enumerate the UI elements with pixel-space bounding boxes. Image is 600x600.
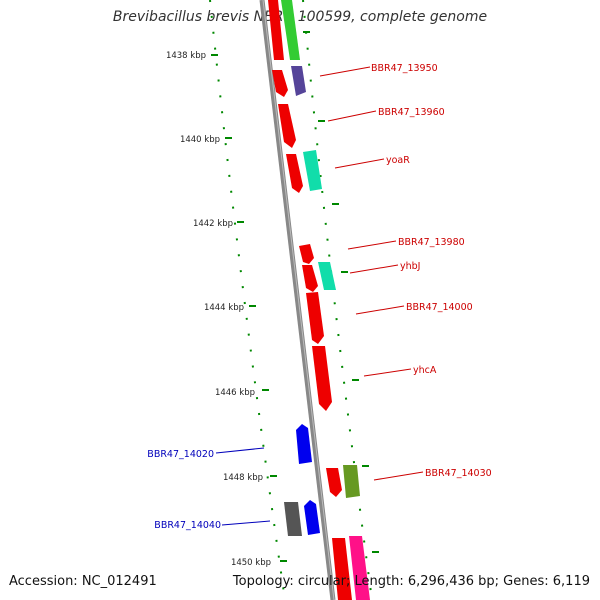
genome-summary: Topology: circular; Length: 6,296,436 bp…: [232, 574, 590, 589]
map-title: Brevibacillus brevis NBRC 100599, comple…: [112, 9, 488, 25]
gene-feature[interactable]: [304, 500, 320, 535]
gene-feature[interactable]: [343, 465, 360, 498]
gene-feature[interactable]: [272, 70, 288, 97]
gene-label[interactable]: BBR47_14000: [406, 302, 473, 313]
gene-label[interactable]: BBR47_14030: [425, 468, 492, 479]
tick-label: 1438 kbp: [166, 51, 206, 61]
gene-label[interactable]: yhcA: [413, 365, 437, 376]
tick-label: 1446 kbp: [215, 388, 255, 398]
gene-feature[interactable]: [296, 424, 312, 464]
gene-label[interactable]: yhbJ: [400, 261, 420, 272]
gene-feature[interactable]: [326, 468, 342, 497]
gene-feature[interactable]: [291, 66, 306, 96]
tick-label: 1440 kbp: [180, 135, 220, 145]
tick-label: 1450 kbp: [231, 558, 271, 568]
gene-label[interactable]: BBR47_13960: [378, 107, 445, 118]
gene-feature[interactable]: [318, 262, 336, 290]
gene-feature[interactable]: [349, 536, 370, 600]
gene-feature[interactable]: [302, 265, 318, 292]
gene-label[interactable]: BBR47_14020: [147, 449, 214, 460]
gene-label[interactable]: BBR47_13980: [398, 237, 465, 248]
gene-feature[interactable]: [286, 154, 303, 193]
reverse-genes: [284, 424, 320, 536]
gene-feature[interactable]: [284, 502, 302, 536]
label-connectors: [215, 66, 424, 526]
tick-marks: [211, 31, 379, 562]
accession-text: Accession: NC_012491: [9, 574, 157, 589]
tick-label: 1444 kbp: [204, 303, 244, 313]
tick-label: 1448 kbp: [223, 473, 263, 483]
gene-feature[interactable]: [312, 346, 332, 411]
gene-feature[interactable]: [306, 292, 324, 344]
backbone: [259, 0, 336, 600]
gene-feature[interactable]: [303, 150, 322, 191]
tick-label: 1442 kbp: [193, 219, 233, 229]
gene-label[interactable]: yoaR: [386, 155, 410, 166]
gene-label[interactable]: BBR47_13950: [371, 63, 438, 74]
forward-genes: [268, 0, 370, 600]
gene-labels: BBR47_13950 BBR47_13960 yoaR BBR47_13980…: [147, 63, 491, 531]
gene-feature[interactable]: [278, 104, 296, 148]
gene-feature[interactable]: [332, 538, 352, 600]
gene-feature[interactable]: [268, 0, 284, 60]
gene-label[interactable]: BBR47_14040: [154, 520, 221, 531]
tick-labels: 1438 kbp 1440 kbp 1442 kbp 1444 kbp 1446…: [166, 51, 271, 568]
gene-feature[interactable]: [281, 0, 300, 60]
gene-feature[interactable]: [299, 244, 314, 264]
